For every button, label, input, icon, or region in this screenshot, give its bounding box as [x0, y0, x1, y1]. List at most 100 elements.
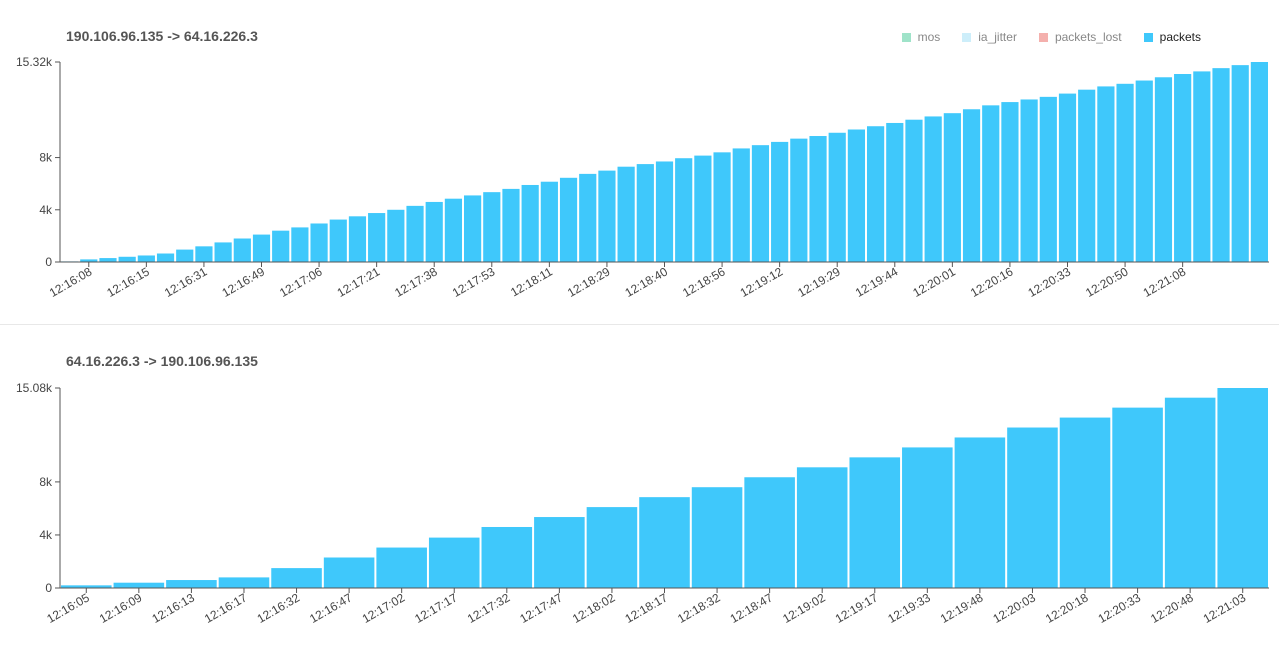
legend-label: ia_jitter — [978, 30, 1017, 44]
bar[interactable] — [982, 105, 1000, 262]
bar[interactable] — [905, 119, 923, 262]
bar[interactable] — [796, 467, 848, 588]
bar[interactable] — [176, 249, 194, 262]
bar[interactable] — [329, 219, 347, 262]
bar[interactable] — [713, 152, 731, 262]
bar[interactable] — [943, 113, 961, 263]
bar[interactable] — [1007, 427, 1058, 588]
x-tick-label: 12:16:13 — [149, 590, 197, 626]
bar[interactable] — [534, 517, 585, 588]
bar[interactable] — [1174, 74, 1192, 263]
bar[interactable] — [1058, 93, 1077, 263]
bar[interactable] — [387, 209, 405, 262]
bar[interactable] — [1212, 68, 1230, 262]
bar[interactable] — [1250, 62, 1268, 262]
bar[interactable] — [694, 155, 712, 262]
bar[interactable] — [790, 138, 808, 262]
bar[interactable] — [636, 164, 654, 262]
bar[interactable] — [1116, 83, 1134, 262]
bar[interactable] — [80, 259, 98, 262]
bar[interactable] — [481, 526, 533, 588]
x-tick-label: 12:16:31 — [162, 264, 210, 300]
bar[interactable] — [540, 181, 558, 262]
bar[interactable] — [428, 537, 480, 588]
bar[interactable] — [867, 126, 885, 262]
legend-item-mos[interactable]: mos — [901, 30, 941, 44]
bar[interactable] — [849, 457, 901, 588]
bar[interactable] — [1039, 96, 1057, 262]
chart-panel-outbound: 190.106.96.135 -> 64.16.226.3 mos ia_jit… — [16, 28, 1269, 300]
bar[interactable] — [323, 557, 375, 588]
bar[interactable] — [954, 437, 1006, 588]
bar[interactable] — [1154, 77, 1173, 262]
bar[interactable] — [847, 129, 865, 262]
legend-item-packets[interactable]: packets — [1143, 30, 1201, 44]
bar[interactable] — [1001, 102, 1019, 262]
bar[interactable] — [771, 141, 789, 262]
bar[interactable] — [828, 132, 846, 262]
bar[interactable] — [233, 238, 251, 262]
panel-divider — [0, 324, 1279, 325]
bar[interactable] — [521, 184, 539, 262]
bar[interactable] — [272, 230, 290, 262]
bar[interactable] — [1231, 65, 1249, 263]
bar[interactable] — [691, 487, 743, 588]
bar[interactable] — [809, 136, 827, 262]
bar[interactable] — [1112, 407, 1163, 588]
bar[interactable] — [166, 580, 217, 588]
bar[interactable] — [962, 109, 981, 262]
bar[interactable] — [579, 173, 597, 262]
legend-item-ia-jitter[interactable]: ia_jitter — [962, 30, 1017, 44]
bar[interactable] — [195, 246, 213, 262]
bar[interactable] — [1164, 397, 1216, 588]
bar[interactable] — [1135, 80, 1153, 262]
x-tick-label: 12:16:15 — [104, 264, 152, 300]
bar[interactable] — [655, 161, 674, 262]
x-tick-label: 12:16:17 — [202, 590, 250, 626]
x-tick-label: 12:17:38 — [392, 264, 440, 300]
bar[interactable] — [483, 192, 501, 262]
bar[interactable] — [444, 198, 462, 262]
bar[interactable] — [751, 145, 770, 262]
bar[interactable] — [617, 166, 635, 262]
bar[interactable] — [675, 158, 693, 262]
bar[interactable] — [744, 477, 795, 588]
bar[interactable] — [252, 234, 271, 262]
legend-label: mos — [917, 30, 941, 44]
bar[interactable] — [464, 195, 482, 262]
bar[interactable] — [502, 188, 520, 262]
bar[interactable] — [271, 568, 322, 588]
bar[interactable] — [559, 177, 578, 262]
bar[interactable] — [218, 577, 270, 588]
bar[interactable] — [1193, 71, 1211, 262]
bar[interactable] — [924, 116, 942, 262]
legend-item-packets-lost[interactable]: packets_lost — [1038, 30, 1122, 44]
x-tick-label: 12:17:21 — [335, 264, 383, 300]
bar[interactable] — [368, 213, 386, 262]
bar[interactable] — [586, 507, 638, 588]
bar[interactable] — [348, 216, 367, 262]
bar[interactable] — [214, 242, 232, 262]
bar[interactable] — [1020, 99, 1038, 262]
bar[interactable] — [118, 256, 136, 262]
bar[interactable] — [1078, 89, 1096, 262]
bar[interactable] — [425, 201, 443, 262]
bar[interactable] — [902, 447, 953, 588]
bar[interactable] — [1097, 86, 1115, 262]
bar[interactable] — [886, 122, 904, 262]
bar[interactable] — [137, 255, 155, 262]
bar[interactable] — [310, 223, 328, 262]
bar[interactable] — [291, 227, 309, 262]
bar[interactable] — [61, 585, 112, 588]
bar[interactable] — [1059, 417, 1111, 588]
bar[interactable] — [598, 170, 616, 262]
bar[interactable] — [1217, 388, 1268, 588]
bar[interactable] — [406, 205, 424, 262]
bar[interactable] — [99, 258, 117, 262]
bar[interactable] — [113, 582, 165, 588]
y-tick-label: 15.08k — [16, 381, 53, 395]
bar[interactable] — [376, 547, 427, 588]
bar[interactable] — [732, 148, 750, 262]
bar[interactable] — [639, 497, 690, 588]
bar[interactable] — [156, 253, 175, 262]
